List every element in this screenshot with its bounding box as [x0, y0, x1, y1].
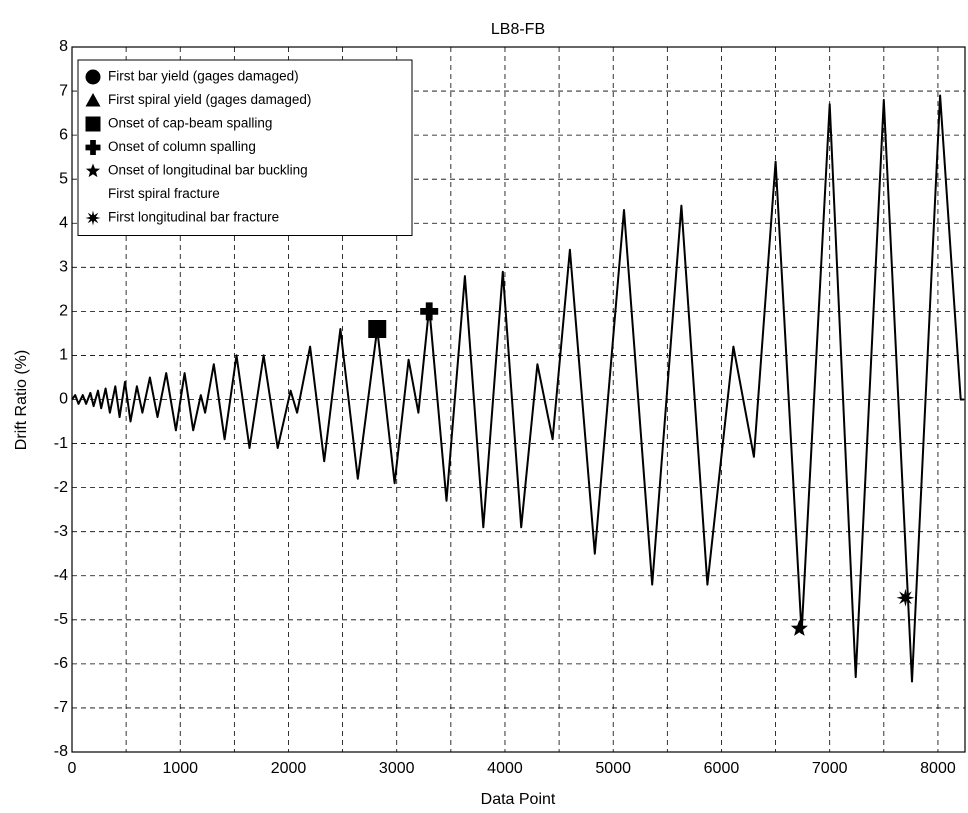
y-tick-label: -7	[54, 699, 68, 716]
y-tick-label: -8	[54, 743, 68, 760]
x-tick-label: 3000	[379, 760, 415, 777]
legend-label: First spiral fracture	[108, 186, 220, 201]
legend-label: First longitudinal bar fracture	[108, 210, 279, 225]
y-tick-label: -1	[54, 435, 68, 452]
x-tick-label: 0	[68, 760, 77, 777]
y-axis-label: Drift Ratio (%)	[13, 350, 30, 450]
legend-label: Onset of longitudinal bar buckling	[108, 163, 308, 178]
legend-label: Onset of cap-beam spalling	[108, 116, 272, 131]
x-tick-label: 1000	[162, 760, 198, 777]
y-tick-label: -4	[54, 567, 68, 584]
x-tick-label: 8000	[920, 760, 956, 777]
chart-title: LB8-FB	[491, 21, 545, 38]
marker	[790, 619, 808, 636]
y-tick-label: 0	[59, 391, 68, 408]
marker	[85, 93, 101, 107]
x-tick-label: 7000	[812, 760, 848, 777]
x-tick-label: 5000	[595, 760, 631, 777]
marker	[420, 302, 439, 321]
x-axis-label: Data Point	[481, 791, 556, 808]
legend: First bar yield (gages damaged) First spi…	[77, 59, 413, 236]
marker	[85, 116, 101, 132]
y-tick-label: 3	[59, 259, 68, 276]
marker	[896, 588, 915, 607]
legend-label: First bar yield (gages damaged)	[108, 69, 299, 84]
legend-box	[77, 59, 413, 236]
y-tick-label: 4	[59, 214, 68, 231]
marker	[85, 163, 101, 178]
data-line	[71, 94, 964, 683]
y-tick-label: -5	[54, 611, 68, 628]
legend-label: Onset of column spalling	[108, 139, 256, 154]
y-tick-label: 1	[59, 347, 68, 364]
y-tick-label: 5	[59, 170, 68, 187]
x-tick-label: 4000	[487, 760, 523, 777]
legend-label: First spiral yield (gages damaged)	[108, 92, 311, 107]
x-tick-label: 6000	[704, 760, 740, 777]
x-tick-label: 2000	[271, 760, 307, 777]
y-tick-label: -3	[54, 523, 68, 540]
marker	[85, 140, 101, 155]
marker	[85, 210, 101, 226]
marker	[368, 320, 387, 338]
y-tick-label: -2	[54, 479, 68, 496]
y-tick-label: 8	[59, 38, 68, 55]
y-tick-label: 6	[59, 126, 68, 143]
y-tick-label: 2	[59, 303, 68, 320]
y-tick-label: 7	[59, 82, 68, 99]
marker	[85, 69, 101, 85]
y-tick-label: -6	[54, 655, 68, 672]
